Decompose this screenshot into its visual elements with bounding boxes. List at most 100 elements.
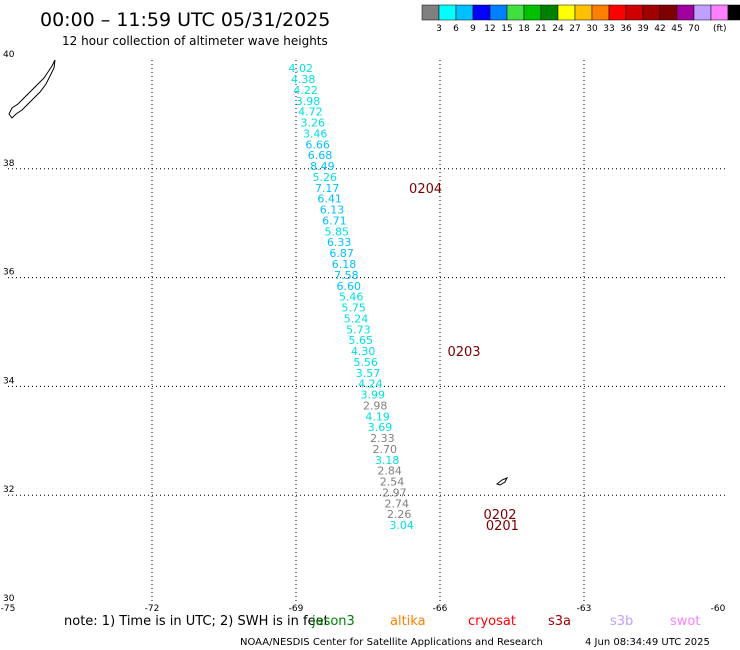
chart-title: 00:00 – 11:59 UTC 05/31/2025: [40, 9, 330, 31]
wave-height-value: 3.98: [296, 95, 321, 108]
colorbar-swatch: [608, 4, 627, 21]
wave-height-value: 2.54: [380, 476, 405, 489]
satellite-legend-item: s3a: [548, 614, 571, 629]
colorbar-swatch: [421, 4, 440, 21]
y-tick-label: 30: [3, 594, 15, 604]
colorbar-label: 6: [453, 24, 459, 34]
wave-height-value: 5.26: [313, 171, 338, 184]
wave-height-value: 3.04: [389, 519, 414, 532]
colorbar-swatch: [455, 4, 474, 21]
wave-height-value: 6.68: [308, 149, 333, 162]
wave-height-value: 3.18: [375, 454, 400, 467]
colorbar-label: 27: [569, 24, 580, 34]
x-tick-label: -60: [711, 604, 726, 614]
footer-credit: NOAA/NESDIS Center for Satellite Applica…: [240, 637, 543, 648]
wave-height-value: 2.84: [377, 465, 402, 478]
chart-subtitle: 12 hour collection of altimeter wave hei…: [62, 34, 328, 48]
wave-height-value: 5.65: [349, 334, 374, 347]
colorbar-label: 42: [654, 24, 665, 34]
colorbar-swatch: [676, 4, 695, 21]
wave-height-value: 6.13: [320, 204, 345, 217]
wave-height-labels: 4.024.384.223.984.723.263.466.666.688.49…: [289, 62, 414, 532]
y-tick-label: 40: [3, 50, 15, 60]
y-tick-label: 34: [3, 376, 15, 386]
wave-height-value: 4.72: [298, 106, 323, 119]
y-tick-label: 38: [3, 159, 15, 169]
wave-height-value: 3.57: [356, 367, 381, 380]
wave-height-value: 6.71: [322, 214, 347, 227]
pass-time-label: 0204: [409, 182, 442, 197]
x-tick-label: -66: [433, 604, 448, 614]
colorbar-label: 45: [671, 24, 682, 34]
pass-time-label: 0203: [447, 345, 480, 360]
wave-height-value: 3.46: [303, 127, 328, 140]
wave-height-value: 2.98: [363, 399, 388, 412]
wave-height-value: 6.66: [305, 138, 330, 151]
x-tick-label: -75: [1, 604, 16, 614]
satellite-legend-item: swot: [670, 614, 700, 629]
wave-height-value: 6.41: [317, 193, 342, 206]
wave-height-value: 2.70: [373, 443, 398, 456]
y-tick-label: 36: [3, 268, 15, 278]
colorbar-swatch: [693, 4, 712, 21]
colorbar-label: 15: [501, 24, 512, 34]
colorbar-swatch: [659, 4, 678, 21]
colorbar-label: 9: [470, 24, 476, 34]
colorbar-swatch: [472, 4, 491, 21]
wave-height-value: 5.73: [346, 323, 371, 336]
satellite-legend-item: s3b: [610, 614, 633, 629]
colorbar-label: 18: [518, 24, 530, 34]
colorbar-swatch: [591, 4, 610, 21]
colorbar-swatch: [557, 4, 576, 21]
pass-time-label: 0202: [483, 508, 516, 523]
satellite-legend-item: cryosat: [468, 614, 516, 629]
axis-ticks: -75 -72 -69 -66 -63 -60 40 38 36 34 32 30: [1, 50, 726, 614]
wave-height-value: 2.97: [382, 486, 407, 499]
wave-height-value: 3.26: [301, 117, 326, 130]
colorbar-label: 21: [535, 24, 546, 34]
wave-height-value: 4.22: [293, 84, 318, 97]
y-tick-label: 32: [3, 485, 14, 495]
wave-height-value: 2.74: [385, 497, 410, 510]
colorbar-label: 36: [620, 24, 632, 34]
note-text: note: 1) Time is in UTC; 2) SWH is in fe…: [64, 614, 329, 629]
colorbar-unit: (ft): [713, 24, 727, 34]
colorbar-label: 12: [484, 24, 495, 34]
colorbar-label: 3: [436, 24, 442, 34]
colorbar-swatch: [523, 4, 542, 21]
wave-height-value: 5.85: [325, 225, 350, 238]
colorbar-swatch: [506, 4, 525, 21]
wave-height-value: 6.18: [332, 258, 357, 271]
colorbar-label: 30: [586, 24, 598, 34]
wave-height-value: 5.24: [344, 312, 369, 325]
wave-height-value: 5.75: [341, 302, 366, 315]
wave-height-value: 2.33: [370, 432, 395, 445]
pass-time-label: 0201: [486, 519, 519, 534]
map-grid: [8, 60, 728, 604]
wave-height-value: 5.46: [339, 291, 364, 304]
wave-height-value: 8.49: [310, 160, 335, 173]
satellite-legend: jason3 altika cryosat s3a s3b swot: [311, 614, 700, 629]
colorbar-swatch: [727, 4, 740, 21]
x-tick-label: -69: [289, 604, 304, 614]
wave-height-value: 4.30: [351, 345, 376, 358]
x-tick-label: -63: [577, 604, 592, 614]
colorbar-swatch: [642, 4, 661, 21]
wave-height-value: 5.56: [353, 356, 378, 369]
colorbar-legend: 3 6 9 12 15 18 21 24 27 30 33 36 39 42 45 70: [421, 4, 740, 34]
x-tick-label: -72: [145, 604, 160, 614]
wave-height-value: 3.99: [361, 389, 386, 402]
wave-height-value: 4.02: [289, 62, 314, 75]
colorbar-label: 70: [688, 24, 700, 34]
wave-height-value: 2.26: [387, 508, 412, 521]
wave-height-value: 4.24: [358, 378, 383, 391]
colorbar-swatch: [438, 4, 457, 21]
coastline-outline: [8, 59, 56, 119]
wave-height-value: 3.69: [368, 421, 393, 434]
colorbar-label: 39: [637, 24, 649, 34]
wave-height-value: 7.58: [334, 269, 359, 282]
wave-height-value: 6.87: [329, 247, 354, 260]
colorbar-swatch: [710, 4, 729, 21]
